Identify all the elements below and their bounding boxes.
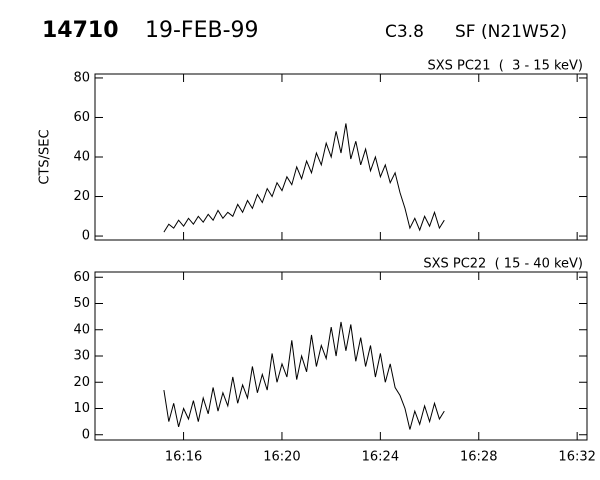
panel-title: SXS PC22 ( 15 - 40 keV) (423, 257, 583, 272)
y-tick-label: 40 (73, 322, 90, 337)
location: SF (N21W52) (455, 22, 567, 42)
y-tick-label: 50 (73, 296, 90, 311)
x-tick-label: 16:28 (460, 450, 497, 465)
y-tick-label: 60 (73, 270, 90, 285)
flare-class: C3.8 (385, 22, 424, 42)
y-tick-label: 0 (82, 427, 90, 442)
y-tick-label: 10 (73, 401, 90, 416)
date: 19-FEB-99 (145, 18, 259, 43)
y-tick-label: 60 (73, 110, 90, 125)
y-tick-label: 20 (73, 375, 90, 390)
x-tick-label: 16:24 (362, 450, 399, 465)
data-line (163, 123, 445, 233)
y-tick-label: 80 (73, 70, 90, 85)
y-tick-label: 30 (73, 349, 90, 364)
y-tick-label: 0 (82, 229, 90, 244)
panel-title: SXS PC21 ( 3 - 15 keV) (427, 59, 583, 74)
y-axis-label: CTS/SEC (38, 129, 53, 184)
flare-id: 14710 (42, 18, 119, 43)
data-line (163, 321, 445, 430)
x-tick-label: 16:20 (263, 450, 300, 465)
x-tick-label: 16:16 (165, 450, 202, 465)
x-tick-label: 16:32 (558, 450, 595, 465)
y-tick-label: 40 (73, 150, 90, 165)
y-tick-label: 20 (73, 189, 90, 204)
